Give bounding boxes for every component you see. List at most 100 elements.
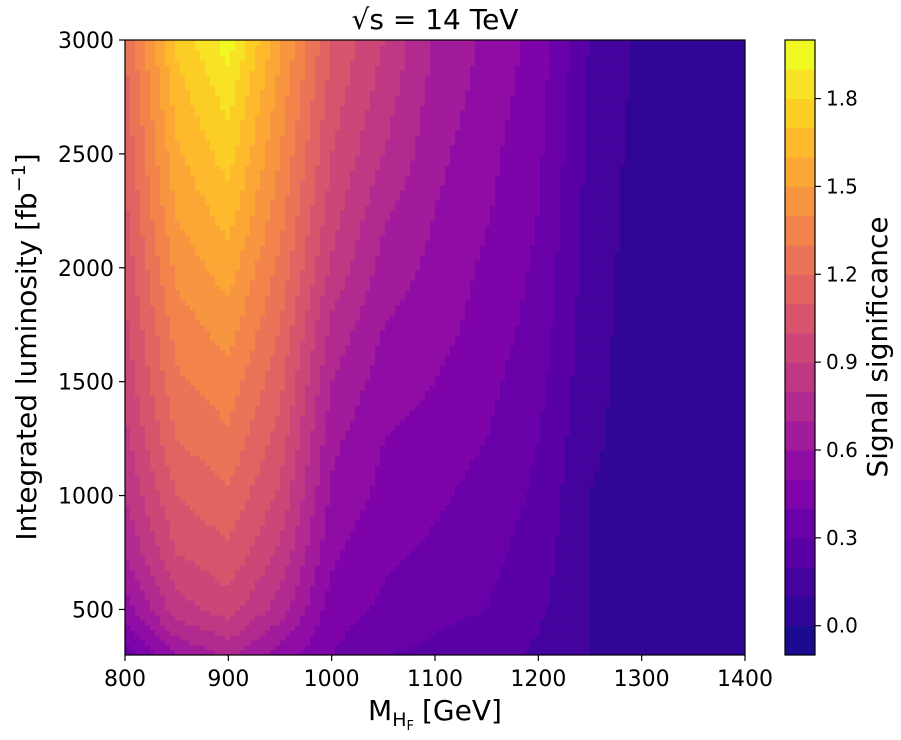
contour-cell bbox=[390, 530, 396, 536]
contour-cell bbox=[665, 505, 671, 511]
contour-cell bbox=[510, 490, 516, 496]
contour-cell bbox=[650, 455, 656, 461]
contour-cell bbox=[125, 520, 131, 526]
contour-cell bbox=[430, 500, 436, 506]
contour-cell bbox=[510, 640, 516, 646]
contour-cell bbox=[670, 550, 676, 556]
contour-cell bbox=[245, 480, 251, 486]
contour-cell bbox=[595, 500, 601, 506]
contour-cell bbox=[380, 530, 386, 536]
contour-cell bbox=[130, 455, 136, 461]
contour-cell bbox=[685, 545, 691, 551]
contour-cell bbox=[225, 610, 231, 616]
contour-cell bbox=[500, 480, 506, 486]
contour-cell bbox=[380, 575, 386, 581]
contour-cell bbox=[735, 545, 741, 551]
contour-cell bbox=[280, 485, 286, 491]
contour-cell bbox=[485, 555, 491, 561]
contour-cell bbox=[205, 595, 211, 601]
contour-cell bbox=[695, 595, 701, 601]
contour-cell bbox=[310, 520, 316, 526]
contour-cell bbox=[690, 565, 696, 571]
contour-cell bbox=[295, 540, 301, 546]
contour-cell bbox=[320, 530, 326, 536]
contour-cell bbox=[220, 650, 226, 655]
contour-cell bbox=[350, 635, 356, 641]
contour-cell bbox=[300, 570, 306, 576]
contour-cell bbox=[700, 590, 706, 596]
contour-cell bbox=[595, 485, 601, 491]
contour-cell bbox=[525, 555, 531, 561]
contour-cell bbox=[350, 595, 356, 601]
contour-cell bbox=[740, 615, 745, 621]
contour-cell bbox=[500, 605, 506, 611]
contour-cell bbox=[725, 550, 731, 556]
contour-cell bbox=[245, 570, 251, 576]
contour-cell bbox=[285, 460, 291, 466]
contour-cell bbox=[670, 510, 676, 516]
contour-cell bbox=[320, 625, 326, 631]
contour-cell bbox=[225, 635, 231, 641]
contour-cell bbox=[295, 530, 301, 536]
contour-cell bbox=[715, 635, 721, 641]
contour-cell bbox=[550, 590, 556, 596]
contour-cell bbox=[275, 500, 281, 506]
contour-cell bbox=[620, 535, 626, 541]
contour-cell bbox=[475, 525, 481, 531]
contour-cell bbox=[235, 585, 241, 591]
contour-cell bbox=[505, 565, 511, 571]
contour-cell bbox=[255, 450, 261, 456]
contour-cell bbox=[650, 625, 656, 631]
contour-cell bbox=[600, 630, 606, 636]
contour-cell bbox=[445, 590, 451, 596]
contour-cell bbox=[420, 585, 426, 591]
contour-cell bbox=[725, 560, 731, 566]
contour-cell bbox=[370, 615, 376, 621]
contour-cell bbox=[560, 455, 566, 461]
contour-cell bbox=[630, 575, 636, 581]
contour-cell bbox=[130, 600, 136, 606]
contour-cell bbox=[265, 450, 271, 456]
contour-cell bbox=[530, 480, 536, 486]
contour-cell bbox=[660, 535, 666, 541]
contour-cell bbox=[485, 505, 491, 511]
contour-cell bbox=[260, 610, 266, 616]
contour-cell bbox=[295, 585, 301, 591]
contour-cell bbox=[405, 615, 411, 621]
contour-cell bbox=[395, 470, 401, 476]
contour-cell bbox=[655, 550, 661, 556]
contour-cell bbox=[325, 610, 331, 616]
contour-cell bbox=[185, 450, 191, 456]
contour-cell bbox=[645, 625, 651, 631]
contour-cell bbox=[585, 485, 591, 491]
contour-cell bbox=[475, 630, 481, 636]
contour-cell bbox=[290, 460, 296, 466]
contour-cell bbox=[725, 505, 731, 511]
contour-cell bbox=[420, 485, 426, 491]
contour-cell bbox=[225, 495, 231, 501]
contour-cell bbox=[540, 590, 546, 596]
contour-cell bbox=[125, 475, 131, 481]
contour-cell bbox=[320, 565, 326, 571]
contour-cell bbox=[135, 450, 141, 456]
contour-cell bbox=[455, 535, 461, 541]
contour-cell bbox=[460, 555, 466, 561]
contour-cell bbox=[500, 620, 506, 626]
contour-cell bbox=[720, 575, 726, 581]
contour-cell bbox=[725, 610, 731, 616]
contour-cell bbox=[310, 595, 316, 601]
contour-cell bbox=[690, 535, 696, 541]
contour-cell bbox=[445, 575, 451, 581]
contour-cell bbox=[360, 635, 366, 641]
contour-cell bbox=[605, 500, 611, 506]
contour-cell bbox=[740, 555, 745, 561]
contour-cell bbox=[165, 565, 171, 571]
contour-cell bbox=[440, 460, 446, 466]
contour-cell bbox=[475, 625, 481, 631]
contour-cell bbox=[385, 530, 391, 536]
contour-cell bbox=[255, 510, 261, 516]
contour-cell bbox=[310, 575, 316, 581]
contour-cell bbox=[505, 640, 511, 646]
contour-cell bbox=[740, 570, 745, 576]
contour-cell bbox=[710, 470, 716, 476]
